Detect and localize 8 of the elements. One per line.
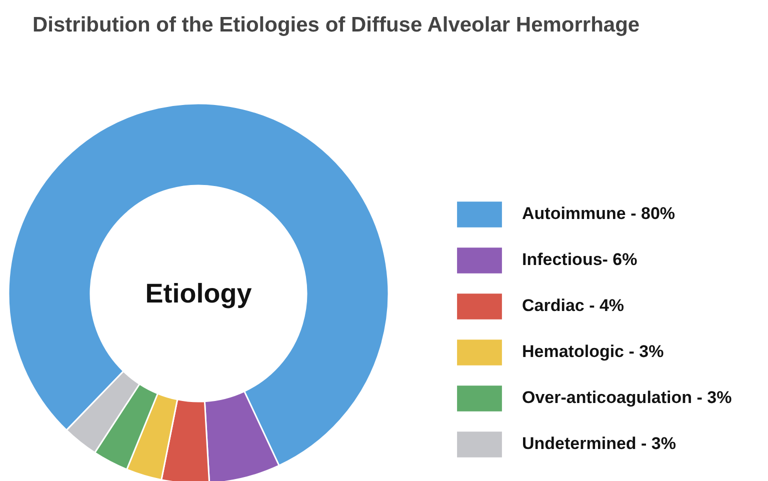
legend-label: Infectious- 6% bbox=[522, 250, 638, 270]
legend-label: Cardiac - 4% bbox=[522, 296, 624, 316]
text: Etiology bbox=[145, 278, 252, 308]
legend-label: Over-anticoagulation - 3% bbox=[522, 388, 732, 408]
legend-label: Undetermined - 3% bbox=[522, 434, 676, 454]
legend-label: Hematologic - 3% bbox=[522, 342, 664, 362]
chart-title: Distribution of the Etiologies of Diffuse Alveolar Hemorrhage bbox=[32, 14, 640, 36]
legend-label: Autoimmune - 80% bbox=[522, 204, 676, 224]
